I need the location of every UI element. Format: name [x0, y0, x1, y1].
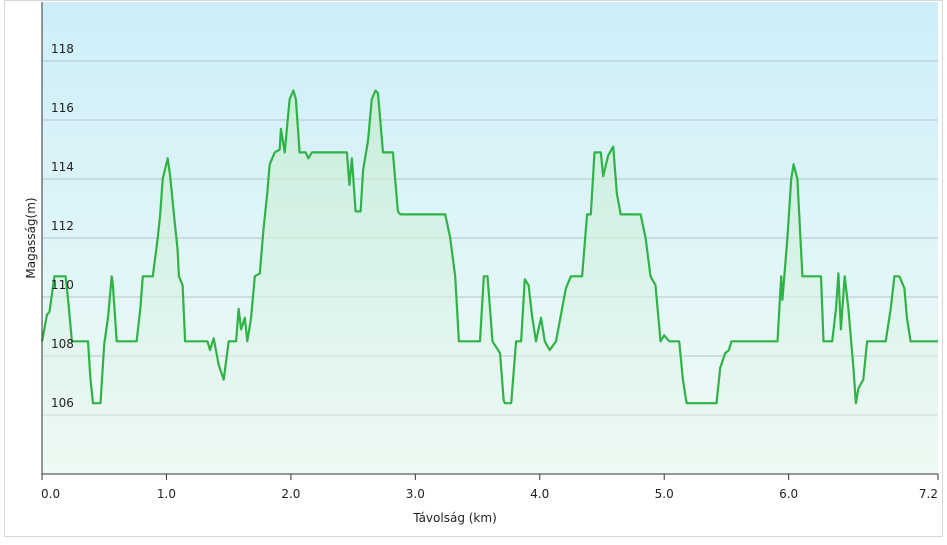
- y-axis-label: Magasság(m): [24, 197, 38, 278]
- y-tick-label: 114: [51, 160, 74, 174]
- x-tick-label: 1.0: [157, 487, 176, 501]
- y-tick-label: 108: [51, 337, 74, 351]
- x-tick-label: 7.2: [919, 487, 938, 501]
- y-tick-label: 116: [51, 101, 74, 115]
- elevation-line: [40, 89, 938, 405]
- area-fill: [42, 90, 938, 474]
- y-tick-label: 110: [51, 278, 74, 292]
- x-tick-label: 6.0: [779, 487, 798, 501]
- x-tick-label: 4.0: [530, 487, 549, 501]
- x-tick-label: 0.0: [41, 487, 60, 501]
- y-tick-label: 118: [51, 42, 74, 56]
- x-tick-label: 2.0: [281, 487, 300, 501]
- y-tick-label: 112: [51, 219, 74, 233]
- y-tick-label: 106: [51, 396, 74, 410]
- x-tick-label: 5.0: [655, 487, 674, 501]
- x-tick-label: 3.0: [406, 487, 425, 501]
- x-axis-label: Távolság (km): [412, 511, 497, 525]
